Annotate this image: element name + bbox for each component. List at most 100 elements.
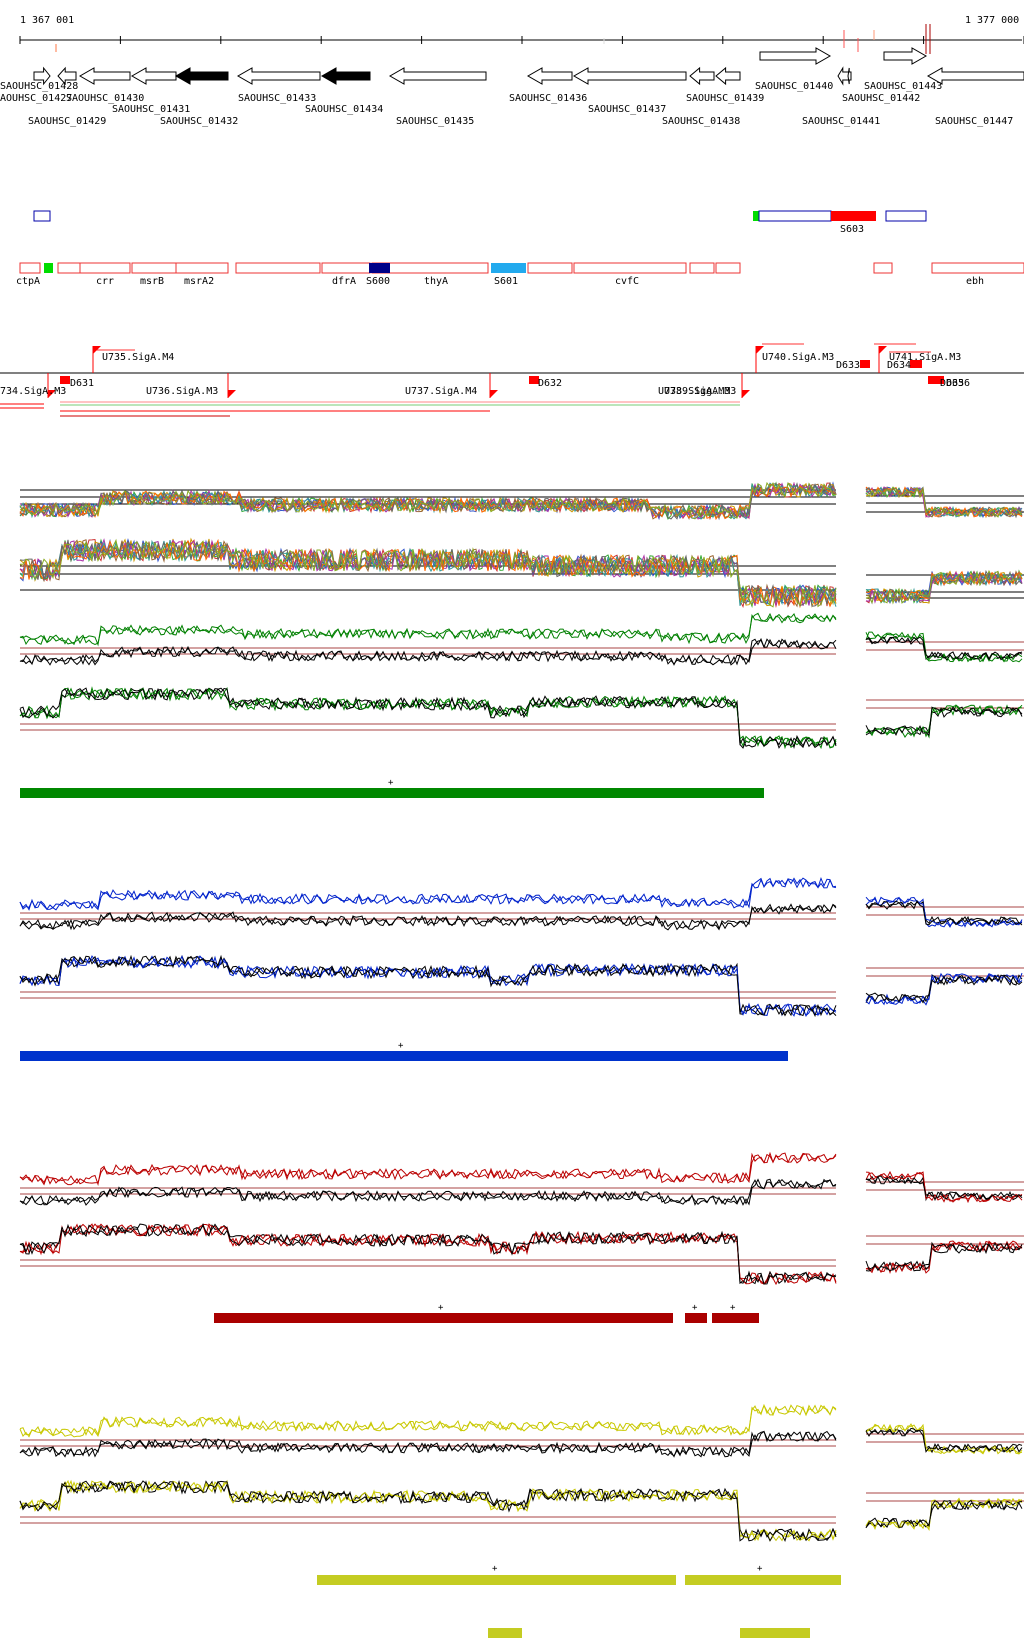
condition-trace-top — [865, 896, 1023, 928]
gene-name-msrb[interactable]: msrB — [140, 276, 164, 287]
gene-label-01433[interactable]: SAOUHSC_01433 — [238, 93, 316, 104]
segment-flag — [93, 346, 101, 354]
gene-label-01429[interactable]: SAOUHSC_01429 — [28, 116, 106, 127]
region-sign-blue: + — [398, 1041, 404, 1051]
reference-trace-bottom — [865, 706, 1023, 737]
overview-trace-top — [865, 486, 1023, 518]
reference-trace-top — [865, 1175, 1023, 1202]
gene-name-msra2[interactable]: msrA2 — [184, 276, 214, 287]
gene-arrow — [759, 47, 832, 65]
gene-name-dfra[interactable]: dfrA — [332, 276, 356, 287]
segment-label-u734[interactable]: U734.SigA.M3 — [0, 386, 66, 397]
down-region — [529, 376, 539, 384]
overview-trace-top — [865, 486, 1023, 518]
down-label-d631[interactable]: D631 — [70, 378, 94, 389]
gene-arrow — [526, 67, 573, 85]
gene-label-01435[interactable]: SAOUHSC_01435 — [396, 116, 474, 127]
overview-trace-top — [19, 483, 837, 521]
region-bar-yellow-1[interactable] — [317, 1575, 676, 1585]
region-bar-yellow-minus-1[interactable] — [488, 1628, 522, 1638]
gene-label-01427[interactable]: SAOUHSC_01427 — [0, 93, 72, 104]
gene-label-01443[interactable]: SAOUHSC_01443 — [864, 81, 942, 92]
segment-track: U735.SigA.M4 U736.SigA.M3 U737.SigA.M4 U… — [0, 343, 1024, 417]
overview-trace-top — [865, 486, 1023, 519]
gene-box — [573, 262, 687, 274]
segment-label-u738[interactable]: U738.SigA.M3 — [658, 386, 730, 397]
down-region — [928, 376, 944, 384]
gene-name-s600[interactable]: S600 — [366, 276, 390, 287]
expression-panel-blue — [19, 876, 1024, 1018]
gene-label-01436[interactable]: SAOUHSC_01436 — [509, 93, 587, 104]
condition-trace-top — [19, 1151, 837, 1186]
condition-trace-top — [19, 1403, 837, 1438]
down-label-d636[interactable]: D636 — [946, 378, 970, 389]
gene-label-01440[interactable]: SAOUHSC_01440 — [755, 81, 833, 92]
gene-name-cvfc[interactable]: cvfC — [615, 276, 639, 287]
gene-name-ebh[interactable]: ebh — [966, 276, 984, 287]
segment-flag — [742, 390, 750, 398]
gene-arrow — [174, 67, 229, 85]
gene-track: SAOUHSC_01428 SAOUHSC_01427 SAOUHSC_0142… — [0, 47, 1024, 127]
feature-track-1: S603 — [33, 210, 927, 235]
segment-label-u740[interactable]: U740.SigA.M3 — [762, 352, 834, 363]
segment-label-u735[interactable]: U735.SigA.M4 — [102, 352, 174, 363]
gene-name-s601[interactable]: S601 — [494, 276, 518, 287]
gene-label-01434[interactable]: SAOUHSC_01434 — [305, 104, 383, 115]
region-bar-red-2[interactable] — [685, 1313, 707, 1323]
segment-flag — [228, 390, 236, 398]
segment-label-u737[interactable]: U737.SigA.M4 — [405, 386, 477, 397]
gene-box — [57, 262, 81, 274]
reference-trace-top — [19, 903, 837, 931]
down-label-d634[interactable]: D634 — [887, 360, 911, 371]
gene-name-track: ctpA crr msrB msrA2 dfrA S600 thyA S601 … — [16, 262, 1024, 287]
condition-trace-top — [865, 631, 1023, 663]
gene-box — [715, 262, 741, 274]
expression-panel-green — [19, 612, 1024, 750]
feature-label-s603[interactable]: S603 — [840, 224, 864, 235]
down-label-d633[interactable]: D633 — [836, 360, 860, 371]
gene-label-01432[interactable]: SAOUHSC_01432 — [160, 116, 238, 127]
region-bar-red-1[interactable] — [214, 1313, 673, 1323]
gene-label-01447[interactable]: SAOUHSC_01447 — [935, 116, 1013, 127]
condition-trace-top — [865, 1170, 1023, 1203]
overview-trace-bottom — [19, 539, 837, 607]
gene-label-01437[interactable]: SAOUHSC_01437 — [588, 104, 666, 115]
region-bar-yellow-2[interactable] — [685, 1575, 841, 1585]
condition-trace-bottom — [865, 1497, 1023, 1532]
down-label-d632[interactable]: D632 — [538, 378, 562, 389]
coord-start: 1 367 001 — [20, 15, 74, 26]
segment-label-u741[interactable]: U741.SigA.M3 — [889, 352, 961, 363]
region-bar-green[interactable] — [20, 788, 764, 798]
gene-box — [235, 262, 321, 274]
condition-trace-top — [19, 876, 837, 910]
region-bar-yellow-minus-2[interactable] — [740, 1628, 810, 1638]
segment-flag — [879, 346, 887, 354]
gene-arrow — [926, 67, 1024, 85]
gene-name-crr[interactable]: crr — [96, 276, 114, 287]
reference-trace-top — [865, 900, 1023, 926]
gene-label-01439[interactable]: SAOUHSC_01439 — [686, 93, 764, 104]
gene-box — [321, 262, 371, 274]
gene-box — [131, 262, 177, 274]
condition-trace-bottom — [19, 686, 837, 750]
segment-label-u739[interactable]: U739.SigA.M3 — [664, 386, 736, 397]
condition-trace-bottom — [19, 1223, 837, 1286]
gene-label-01430[interactable]: SAOUHSC_01430 — [66, 93, 144, 104]
region-sign-yellow-1: + — [492, 1564, 498, 1574]
gene-name-thya[interactable]: thyA — [424, 276, 448, 287]
down-region — [60, 376, 70, 384]
reference-trace-top — [19, 638, 837, 666]
gene-label-01428[interactable]: SAOUHSC_01428 — [0, 81, 78, 92]
reference-trace-top — [865, 635, 1023, 661]
region-bar-blue[interactable] — [20, 1051, 788, 1061]
gene-label-01431[interactable]: SAOUHSC_01431 — [112, 104, 190, 115]
gene-box — [873, 262, 893, 274]
condition-trace-top — [865, 631, 1023, 663]
gene-label-01442[interactable]: SAOUHSC_01442 — [842, 93, 920, 104]
gene-name-ctpa[interactable]: ctpA — [16, 276, 40, 287]
gene-label-01438[interactable]: SAOUHSC_01438 — [662, 116, 740, 127]
segment-label-u736[interactable]: U736.SigA.M3 — [146, 386, 218, 397]
gene-label-01441[interactable]: SAOUHSC_01441 — [802, 116, 880, 127]
region-bar-red-3[interactable] — [712, 1313, 759, 1323]
down-label-d635[interactable]: D635 — [940, 378, 964, 389]
